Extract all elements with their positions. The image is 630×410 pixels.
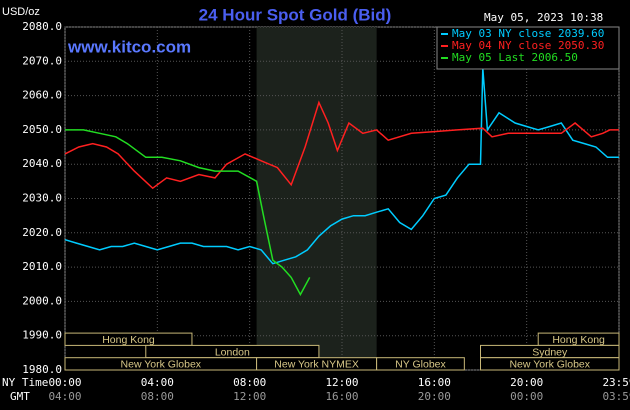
source-label: www.kitco.com [67, 37, 191, 56]
series-line [65, 129, 311, 297]
legend-entry: May 03 NY close 2039.60 [452, 27, 604, 40]
session-label: New York Globex [509, 359, 590, 371]
session-bar [376, 357, 465, 371]
y-tick-label: 2000.0 [22, 294, 62, 307]
legend-entry: May 05 Last 2006.50 [452, 51, 578, 64]
y-tick-label: 2080.0 [22, 20, 62, 33]
legend-box [436, 26, 620, 70]
series-line [64, 68, 619, 265]
y-tick-label: 2050.0 [22, 123, 62, 136]
y-tick-label: 2010.0 [22, 260, 62, 273]
y-tick-label: 1990.0 [22, 329, 62, 342]
session-label: London [215, 346, 250, 358]
x-tick-label: 20:00 [510, 376, 543, 389]
ny-time-label: NY Time [2, 376, 48, 389]
x-tick-label: 08:00 [233, 376, 266, 389]
legend-entry: May 04 NY close 2050.30 [452, 39, 604, 52]
session-label: Sydney [532, 346, 568, 358]
y-tick-label: 2070.0 [22, 54, 62, 67]
session-label: Hong Kong [102, 334, 155, 346]
chart-title: 24 Hour Spot Gold (Bid) [199, 5, 392, 24]
session-label: New York NYMEX [274, 359, 359, 371]
session-label: New York Globex [121, 359, 202, 371]
gmt-tick-label: 00:00 [510, 390, 543, 403]
gmt-tick-label: 20:00 [418, 390, 451, 403]
gmt-tick-label: 08:00 [141, 390, 174, 403]
x-tick-label: 04:00 [141, 376, 174, 389]
session-bar [480, 357, 620, 371]
session-highlight [256, 27, 377, 370]
y-tick-label: 2060.0 [22, 89, 62, 102]
gmt-tick-label: 16:00 [325, 390, 358, 403]
timestamp: May 05, 2023 10:38 [484, 11, 603, 24]
y-tick-label: 1980.0 [22, 363, 62, 376]
session-label: NY Globex [395, 359, 446, 371]
series-line [64, 100, 619, 190]
x-tick-label: 23:59 [602, 376, 630, 389]
x-tick-label: 12:00 [325, 376, 358, 389]
gmt-tick-label: 03:59 [602, 390, 630, 403]
session-label: Hong Kong [552, 334, 605, 346]
gmt-label: GMT [10, 390, 30, 403]
y-tick-label: 2020.0 [22, 226, 62, 239]
gmt-tick-label: 12:00 [233, 390, 266, 403]
session-bar [64, 332, 193, 346]
unit-label: USD/oz [2, 6, 40, 18]
gmt-tick-label: 04:00 [48, 390, 81, 403]
y-tick-label: 2030.0 [22, 192, 62, 205]
x-tick-label: 00:00 [48, 376, 81, 389]
y-tick-label: 2040.0 [22, 157, 62, 170]
x-tick-label: 16:00 [418, 376, 451, 389]
